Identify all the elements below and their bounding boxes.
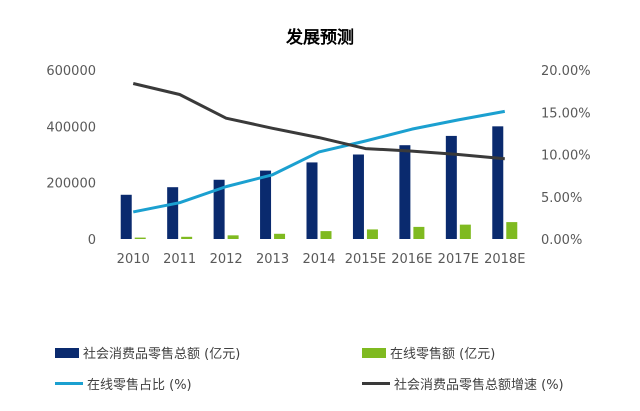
legend-label: 社会消费品零售总额增速 (%)	[394, 378, 564, 393]
left-axis: 0 200000 400000 600000	[46, 64, 96, 248]
x-tick-label: 2012	[210, 252, 243, 267]
legend-item-online-share: 在线零售占比 (%)	[55, 374, 192, 393]
bar	[413, 226, 425, 239]
x-tick-label: 2011	[163, 252, 196, 267]
legend-label: 在线零售额 (亿元)	[390, 347, 496, 362]
bar	[274, 233, 286, 239]
chart-title: 发展预测	[285, 27, 354, 48]
x-tick-label: 2017E	[438, 252, 479, 267]
bar	[492, 126, 504, 239]
bar	[227, 235, 239, 239]
legend-swatch	[55, 382, 83, 385]
legend-item-growth-rate: 社会消费品零售总额增速 (%)	[362, 374, 564, 393]
right-tick-label: 0.00%	[541, 233, 582, 248]
line-series	[132, 82, 506, 214]
legend-item-total-retail: 社会消费品零售总额 (亿元)	[55, 343, 240, 362]
legend-swatch	[55, 347, 79, 358]
right-tick-label: 10.00%	[541, 149, 591, 164]
x-axis: 2010 2011 2012 2013 2014 2015E 2016E 2017E 2018E	[117, 252, 526, 267]
legend-label: 在线零售占比 (%)	[87, 378, 192, 393]
right-axis: 0.00% 5.00% 10.00% 15.00% 20.00%	[541, 64, 591, 248]
legend-item-online-retail: 在线零售额 (亿元)	[362, 343, 495, 362]
bar	[399, 145, 411, 239]
right-tick-label: 5.00%	[541, 191, 582, 206]
bar	[320, 231, 332, 239]
bar	[459, 224, 471, 239]
x-tick-label: 2010	[117, 252, 150, 267]
right-tick-label: 15.00%	[541, 106, 591, 121]
line-series-path	[132, 109, 506, 214]
bar	[213, 179, 225, 239]
bar	[306, 162, 318, 239]
right-tick-label: 20.00%	[541, 64, 591, 79]
left-tick-label: 0	[88, 233, 96, 248]
left-tick-label: 600000	[46, 64, 96, 79]
legend-label: 社会消费品零售总额 (亿元)	[83, 347, 241, 362]
bar-series	[120, 126, 518, 239]
legend-swatch	[362, 382, 390, 385]
left-tick-label: 400000	[46, 120, 96, 135]
bar	[506, 222, 518, 239]
x-tick-label: 2016E	[391, 252, 432, 267]
bar	[181, 236, 193, 239]
left-tick-label: 200000	[46, 177, 96, 192]
bar	[134, 237, 146, 239]
line-series-path	[132, 82, 505, 161]
x-tick-label: 2013	[256, 252, 289, 267]
x-tick-label: 2018E	[484, 252, 525, 267]
bar	[120, 194, 132, 239]
bar	[167, 187, 179, 239]
bar	[260, 170, 272, 239]
bar	[352, 154, 364, 239]
legend-swatch	[362, 347, 386, 358]
x-tick-label: 2014	[302, 252, 335, 267]
x-tick-label: 2015E	[345, 252, 386, 267]
bar	[366, 229, 378, 239]
bar	[445, 135, 457, 239]
